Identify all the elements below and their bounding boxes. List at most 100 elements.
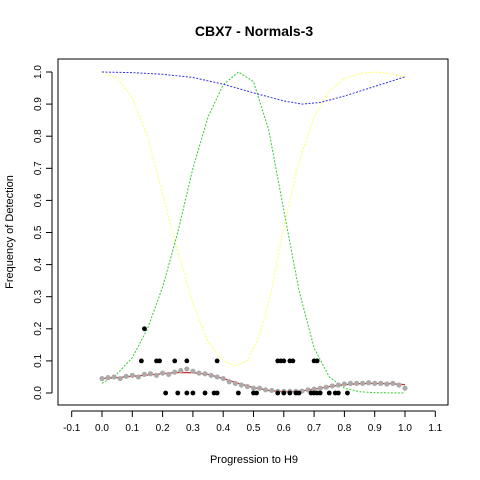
y-tick-label: 0.4 (33, 257, 44, 271)
x-tick-label: 0.6 (277, 423, 291, 434)
gray-point (269, 387, 275, 394)
gray-point (147, 371, 154, 377)
gray-point (184, 366, 190, 372)
black-point (157, 358, 162, 364)
gray-point (129, 372, 135, 378)
black-point (296, 390, 302, 396)
gray-point (123, 373, 129, 379)
x-tick-label: 0.4 (216, 423, 230, 434)
y-tick-label: 1.0 (33, 65, 44, 79)
black-point (175, 390, 181, 396)
yellow-curve (101, 71, 406, 367)
x-tick-label: 0.7 (307, 423, 321, 434)
gray-point (384, 381, 390, 387)
x-axis-label: Progression to H9 (210, 454, 298, 466)
y-tick-label: 0.7 (33, 161, 44, 175)
y-axis: 0.0 0.1 0.2 0.3 0.4 0.5 0.6 0.7 0.8 0.9 1.0 (33, 65, 53, 400)
black-point (326, 390, 332, 396)
black-point (290, 358, 296, 364)
gray-point (378, 380, 384, 386)
blue-curve (101, 71, 406, 105)
y-tick-label: 0.8 (33, 129, 44, 143)
black-point (202, 390, 208, 396)
gray-point (250, 385, 257, 391)
black-point (214, 390, 220, 396)
gray-point (353, 380, 360, 386)
y-tick-label: 0.6 (33, 193, 44, 207)
gray-point (305, 387, 311, 393)
gray-point (372, 380, 378, 386)
y-tick-label: 0.1 (33, 354, 44, 368)
gray-point (166, 371, 172, 377)
black-point (235, 390, 241, 396)
plot-frame (57, 58, 449, 406)
gray-point (329, 383, 335, 389)
black-point (184, 390, 190, 396)
x-tick-label: 0.2 (156, 423, 170, 434)
gray-point (99, 375, 105, 382)
x-axis: -0.1 0.0 0.1 0.2 0.3 0.4 0.5 0.6 0.7 0.8 0.9 1.0 1.1 (63, 410, 443, 434)
gray-point (117, 375, 123, 382)
gray-point (347, 380, 354, 386)
gray-point (178, 367, 184, 374)
black-point (163, 390, 169, 396)
x-tick-label: 1.0 (398, 423, 412, 434)
x-tick-label: 0.3 (186, 423, 200, 434)
gray-point (238, 382, 244, 388)
gray-point (153, 372, 160, 378)
black-point (142, 326, 147, 332)
black-point (254, 390, 259, 396)
x-tick-label: 0.1 (125, 423, 139, 434)
black-point (172, 358, 178, 364)
black-point (314, 358, 320, 364)
black-point (214, 358, 220, 364)
x-tick-label: -0.1 (63, 423, 81, 434)
gray-point (341, 381, 347, 387)
black-point (184, 358, 190, 364)
gray-point (160, 370, 166, 376)
y-tick-label: 0.0 (33, 386, 44, 400)
x-tick-label: 0.5 (247, 423, 261, 434)
black-point (345, 390, 350, 396)
gray-point (226, 379, 232, 385)
y-axis-label: Frequency of Detection (4, 175, 16, 289)
gray-point (196, 370, 202, 376)
gray-point (396, 382, 402, 388)
gray-point (220, 375, 226, 382)
gray-point (311, 386, 317, 392)
gray-point (172, 369, 178, 375)
y-tick-label: 0.3 (33, 289, 44, 303)
x-tick-label: 0.0 (95, 423, 109, 434)
gray-point (402, 385, 408, 391)
gray-point (256, 385, 263, 391)
x-tick-label: 0.9 (368, 423, 382, 434)
x-tick-label: 0.8 (337, 423, 351, 434)
black-point (275, 390, 281, 396)
black-point (287, 390, 293, 396)
x-tick-label: 1.1 (428, 423, 442, 434)
gray-point (263, 387, 269, 393)
black-point (317, 390, 323, 396)
gray-point (141, 371, 148, 377)
y-tick-label: 0.9 (33, 97, 44, 111)
gray-point (317, 385, 323, 391)
gray-point (111, 374, 117, 380)
gray-point (202, 371, 208, 377)
black-point (138, 358, 144, 364)
gray-point (232, 380, 238, 386)
gray-point (366, 380, 372, 386)
black-point (190, 390, 196, 396)
gray-point (335, 382, 341, 388)
gray-point (190, 368, 196, 374)
y-tick-label: 0.2 (33, 321, 44, 335)
green-curve (101, 71, 406, 394)
y-tick-label: 0.5 (33, 225, 44, 239)
gray-point (208, 372, 214, 378)
gray-point (323, 384, 329, 390)
black-point (335, 390, 341, 396)
black-point (281, 390, 287, 396)
gray-point (135, 374, 141, 380)
black-points-layer (138, 326, 350, 396)
